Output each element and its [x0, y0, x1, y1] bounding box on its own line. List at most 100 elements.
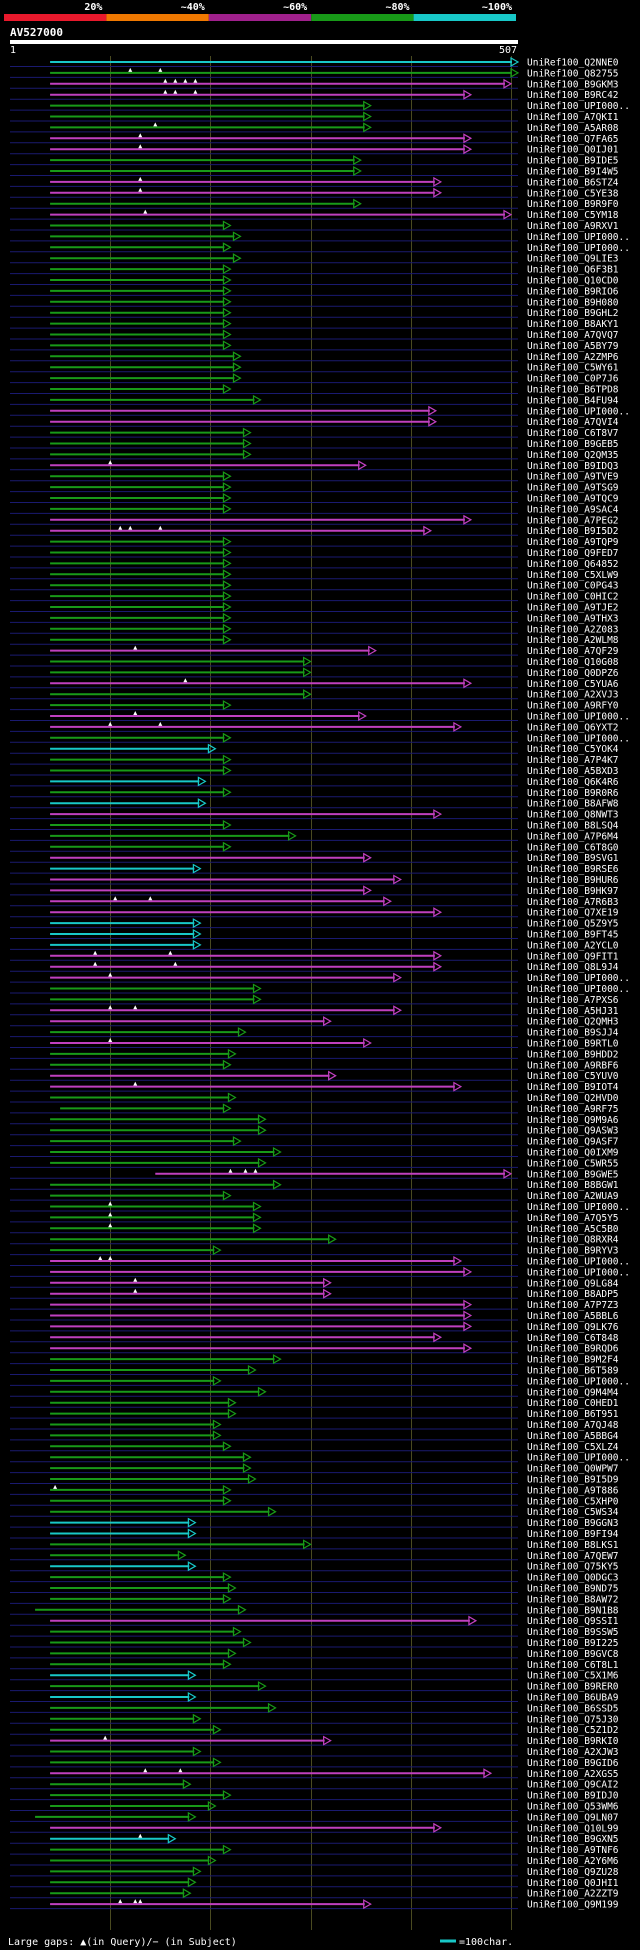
query-gap-marker	[118, 1899, 123, 1904]
alignment-row: UniRef100_B9RQD6	[10, 1343, 619, 1355]
row-label: UniRef100_A7QVI4	[527, 417, 619, 428]
row-label: UniRef100_UPI000..	[527, 1267, 630, 1278]
alignment-row: UniRef100_B8LKS1	[10, 1539, 619, 1551]
alignment-end-arrow	[463, 1299, 473, 1310]
legend-label: ~40%	[181, 2, 205, 13]
alignment-end-arrow	[222, 558, 232, 569]
row-label: UniRef100_Q9SSI1	[527, 1616, 619, 1627]
alignment-row: UniRef100_B9GKM3	[10, 78, 619, 90]
alignment-row: UniRef100_B9FI94	[10, 1528, 619, 1540]
alignment-row: UniRef100_B9GID6	[10, 1757, 619, 1769]
legend-label: ~100%	[482, 2, 512, 13]
alignment-end-arrow	[227, 1048, 237, 1059]
alignment-end-arrow	[222, 503, 232, 514]
row-label: UniRef100_Q2QMH3	[527, 1017, 619, 1028]
row-label: UniRef100_B8AFW8	[527, 799, 619, 810]
query-gap-marker	[138, 133, 143, 138]
row-label: UniRef100_UPI000..	[527, 712, 630, 723]
alignment-row: UniRef100_Q9LN07	[10, 1811, 619, 1823]
alignment-row: UniRef100_B9RYV3	[10, 1245, 619, 1257]
row-label: UniRef100_B9SJJ4	[527, 1028, 619, 1039]
alignment-end-arrow	[222, 1495, 232, 1506]
row-label: UniRef100_C5XLZ4	[527, 1442, 619, 1453]
alignment-row: UniRef100_C5XLZ4	[10, 1441, 619, 1453]
row-label: UniRef100_A5AR08	[527, 123, 619, 134]
row-label: UniRef100_A2WLM8	[527, 635, 619, 646]
row-label: UniRef100_B9SSW5	[527, 1627, 619, 1638]
query-gap-marker	[173, 78, 178, 83]
query-gap-marker	[228, 1168, 233, 1173]
alignment-row: UniRef100_B9I225	[10, 1637, 619, 1649]
alignment-row: UniRef100_B9R0R6	[10, 787, 619, 799]
alignment-end-arrow	[302, 656, 312, 667]
alignment-end-arrow	[257, 1114, 267, 1125]
alignment-end-arrow	[503, 209, 513, 220]
alignment-row: UniRef100_A7QEW7	[10, 1550, 619, 1562]
row-label: UniRef100_A9TJE2	[527, 603, 619, 614]
alignment-row: UniRef100_A9RBF6	[10, 1059, 619, 1071]
query-gap-marker	[103, 1735, 108, 1740]
alignment-row: UniRef100_Q0DGC3	[10, 1572, 619, 1584]
alignment-row: UniRef100_UPI000..	[10, 405, 630, 417]
alignment-row: UniRef100_C5YM18	[10, 209, 619, 221]
alignment-row: UniRef100_A7QF29	[10, 645, 619, 657]
row-label: UniRef100_B9GID6	[527, 1758, 619, 1769]
alignment-row: UniRef100_B9RC42	[10, 89, 619, 101]
alignment-end-arrow	[227, 1397, 237, 1408]
alignment-row: UniRef100_Q2NNE0	[10, 56, 619, 69]
alignment-end-arrow	[393, 972, 402, 983]
alignment-end-arrow	[187, 1561, 197, 1572]
alignment-row: UniRef100_B9RIO6	[10, 285, 619, 297]
row-label: UniRef100_Q0WPW7	[527, 1464, 619, 1475]
row-label: UniRef100_B9RC42	[527, 90, 619, 101]
row-label: UniRef100_A5BXD3	[527, 766, 619, 777]
alignment-end-arrow	[222, 329, 232, 340]
query-gap-marker	[138, 144, 143, 149]
alignment-row: UniRef100_B6STZ4	[10, 176, 619, 188]
alignment-end-arrow	[222, 536, 232, 547]
legend-label: ~80%	[386, 2, 410, 13]
alignment-row: UniRef100_C0PG43	[10, 580, 619, 592]
alignment-row: UniRef100_B9IDE5	[10, 155, 619, 167]
alignment-row: UniRef100_Q10L99	[10, 1822, 619, 1834]
row-label: UniRef100_C5WS34	[527, 1507, 619, 1518]
row-label: UniRef100_B9SVG1	[527, 853, 619, 864]
alignment-end-arrow	[222, 492, 232, 504]
row-label: UniRef100_B9GKM3	[527, 79, 619, 90]
query-gap-marker	[108, 1201, 113, 1206]
row-label: UniRef100_Q6K4R6	[527, 777, 619, 788]
row-label: UniRef100_C5Z1D2	[527, 1725, 619, 1736]
alignment-row: UniRef100_B9I4W5	[10, 165, 619, 178]
alignment-row: UniRef100_UPI000..	[10, 732, 630, 744]
alignment-end-arrow	[363, 1037, 372, 1049]
alignment-row: UniRef100_Q6K4R6	[10, 776, 619, 788]
alignment-row: UniRef100_B9M2F4	[10, 1354, 619, 1366]
alignment-end-arrow	[222, 634, 232, 645]
alignment-end-arrow	[187, 1670, 197, 1681]
row-label: UniRef100_B9I5D2	[527, 526, 619, 537]
row-label: UniRef100_Q64852	[527, 559, 619, 570]
legend-segment	[106, 14, 209, 21]
alignment-row: UniRef100_Q7FA65	[10, 133, 619, 145]
alignment-row: UniRef100_C5X1M6	[10, 1670, 619, 1682]
row-label: UniRef100_C5YE38	[527, 188, 619, 199]
alignment-row: UniRef100_A7PEG2	[10, 514, 619, 526]
alignment-end-arrow	[222, 601, 232, 613]
row-label: UniRef100_Q9FED7	[527, 548, 619, 559]
alignment-row: UniRef100_B9GVC8	[10, 1648, 619, 1660]
alignment-row: UniRef100_B8ADP5	[10, 1288, 619, 1300]
row-label: UniRef100_A9RF75	[527, 1104, 619, 1115]
alignment-row: UniRef100_C5WS34	[10, 1506, 619, 1518]
alignment-row: UniRef100_Q82755	[10, 67, 619, 79]
row-label: UniRef100_B6T951	[527, 1409, 619, 1420]
alignment-row: UniRef100_C5YUV0	[10, 1070, 619, 1082]
query-gap-marker	[158, 525, 163, 530]
alignment-end-arrow	[227, 1582, 237, 1594]
alignment-end-arrow	[232, 1626, 242, 1637]
row-label: UniRef100_UPI000..	[527, 1376, 630, 1387]
query-gap-marker	[178, 1768, 183, 1773]
query-gap-marker	[168, 950, 173, 955]
alignment-row: UniRef100_Q0WPW7	[10, 1463, 619, 1475]
row-label: UniRef100_C5WR55	[527, 1158, 619, 1169]
row-label: UniRef100_B9HUR6	[527, 875, 619, 886]
